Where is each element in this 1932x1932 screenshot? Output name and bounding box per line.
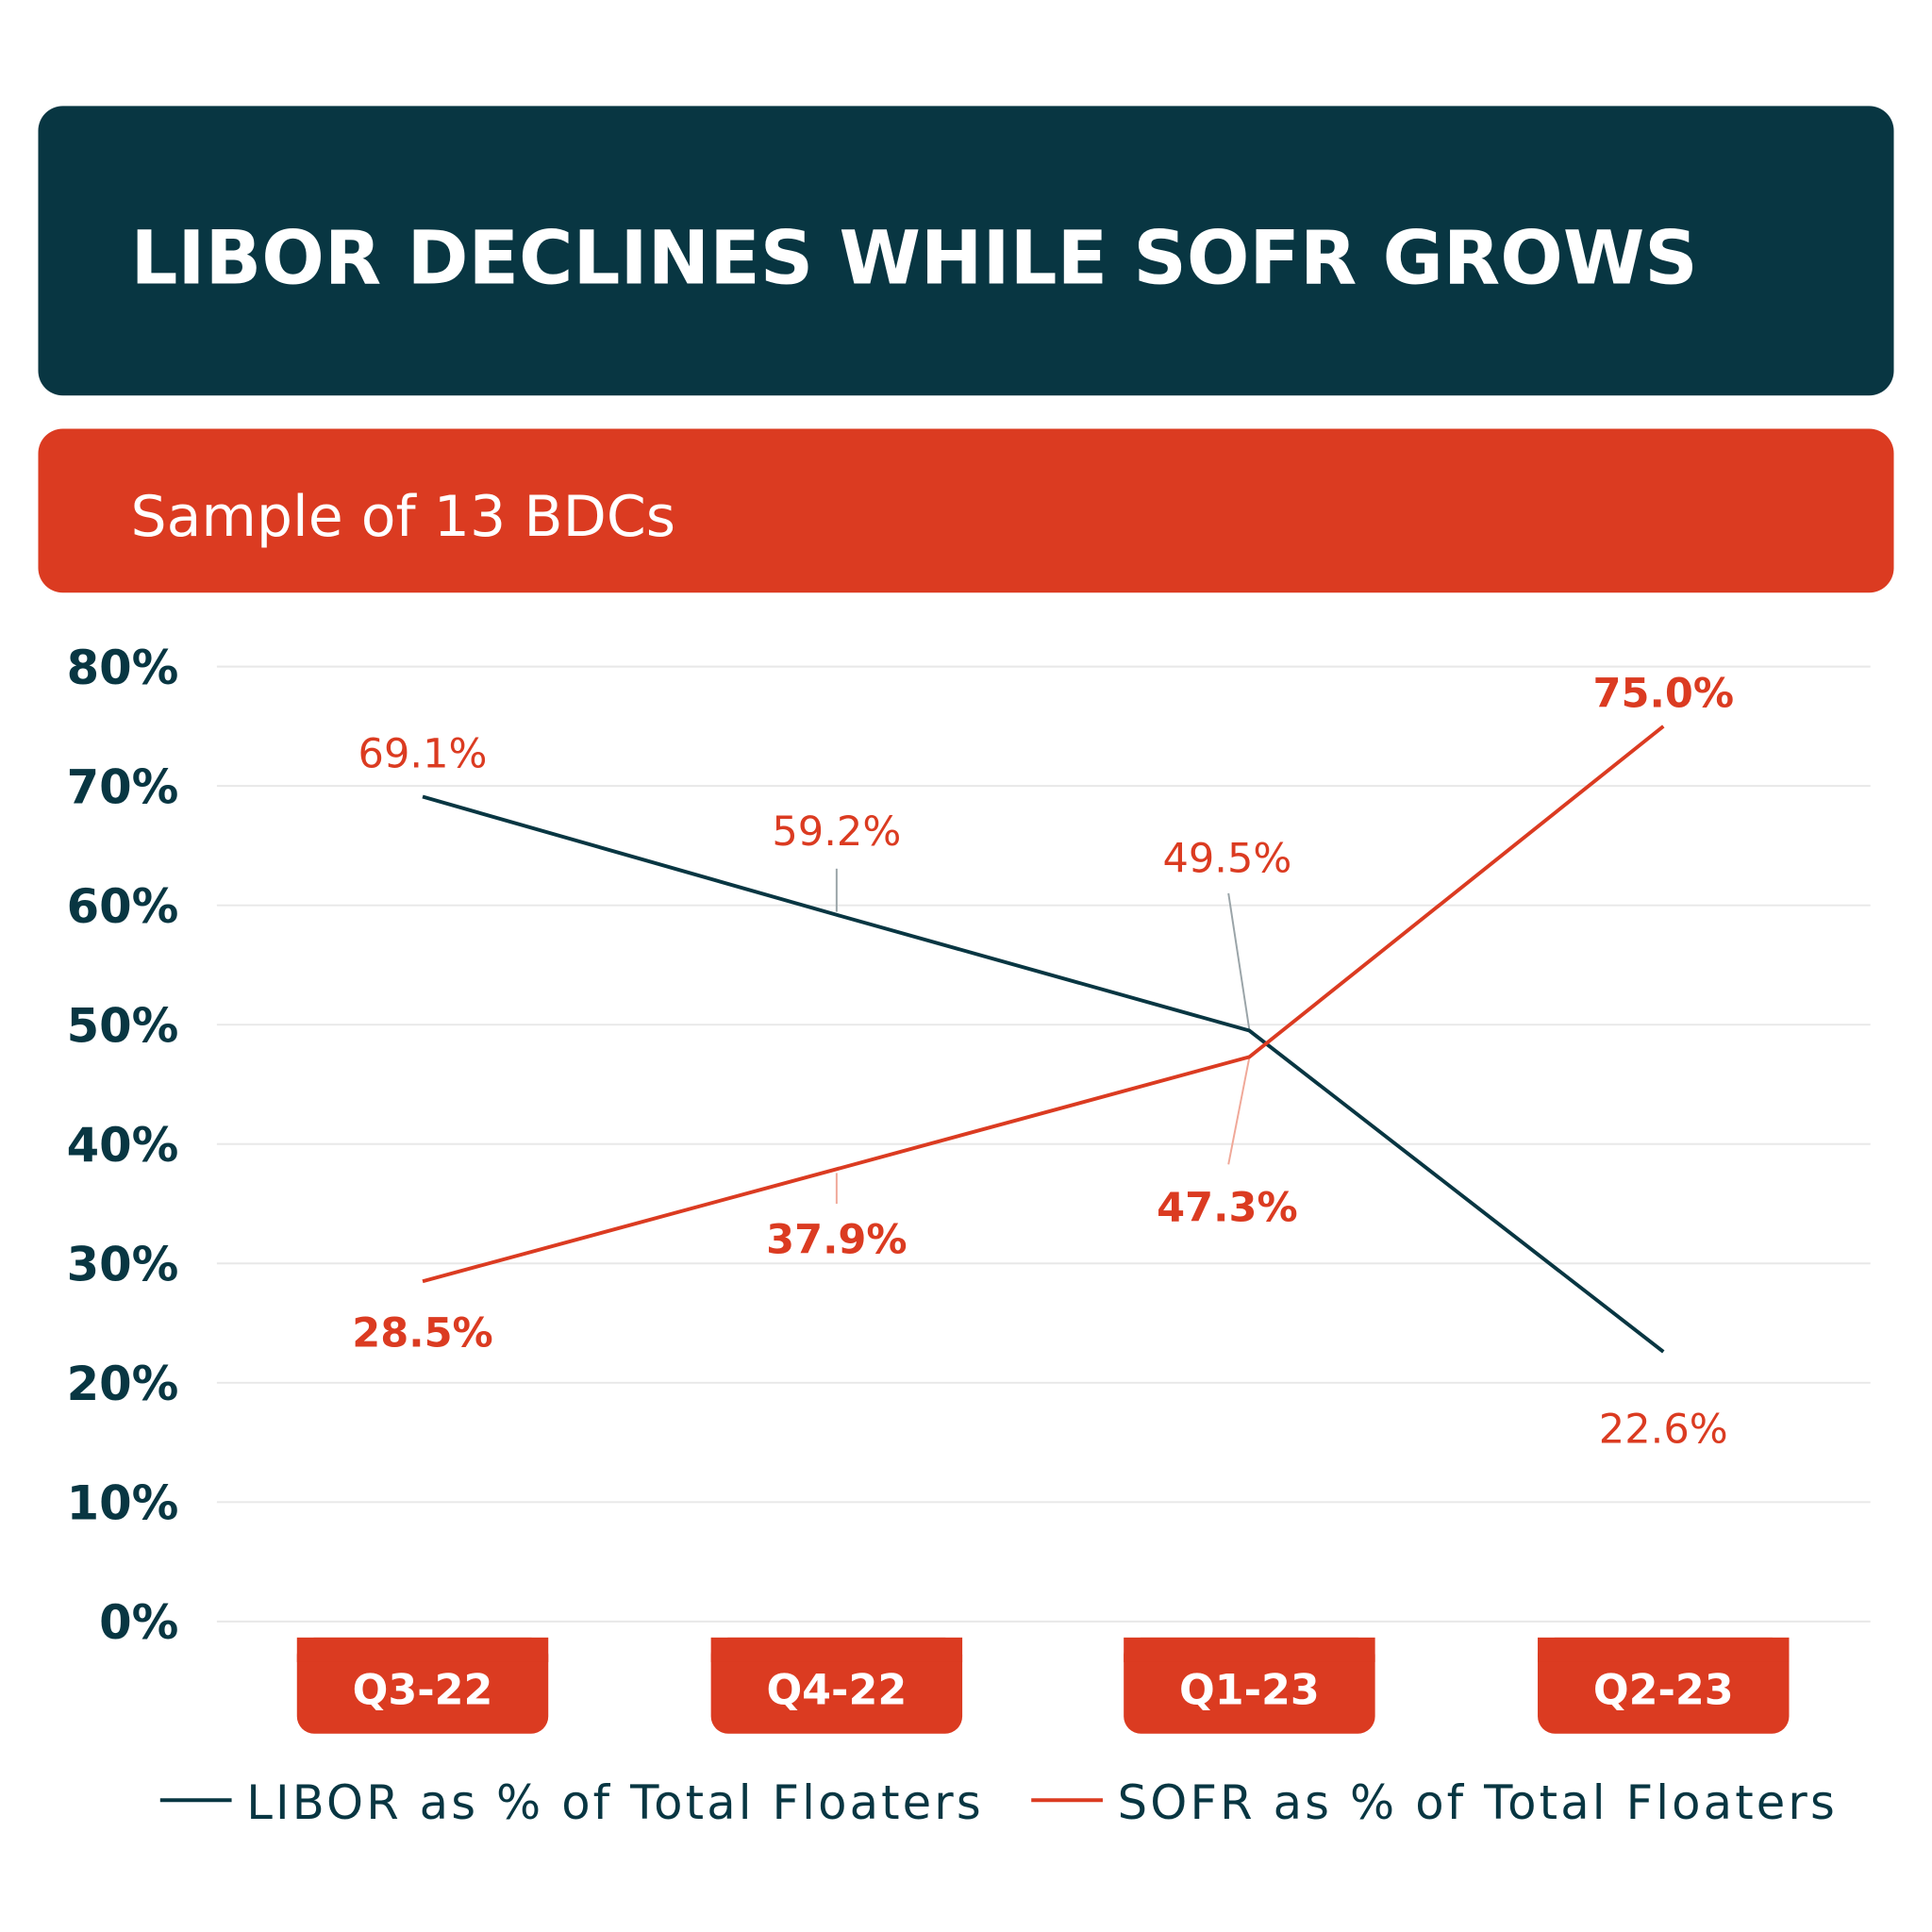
- sofr-line: [422, 724, 1665, 1284]
- legend-label: LIBOR as % of Total Floaters: [246, 1775, 980, 1830]
- x-tick-label: Q2-23: [1593, 1666, 1734, 1714]
- y-tick-label: 50%: [67, 998, 179, 1053]
- y-tick-label: 80%: [67, 641, 179, 695]
- sofr-data-label: 37.9%: [766, 1216, 908, 1263]
- sofr-data-label: 28.5%: [352, 1310, 493, 1357]
- category-badge-top: [710, 1637, 963, 1662]
- x-tick-label: Q1-23: [1179, 1666, 1320, 1714]
- sofr-data-label: 75.0%: [1593, 671, 1735, 718]
- chart-title: LIBOR DECLINES WHILE SOFR GROWS: [130, 215, 1697, 301]
- subtitle-banner: [38, 428, 1894, 593]
- y-tick-label: 40%: [67, 1118, 179, 1173]
- legend-label: SOFR as % of Total Floaters: [1118, 1775, 1835, 1830]
- libor-data-label: 49.5%: [1162, 836, 1291, 883]
- x-tick-label: Q3-22: [353, 1666, 493, 1714]
- libor-data-label: 59.2%: [772, 808, 901, 856]
- y-tick-label: 60%: [67, 879, 179, 934]
- y-tick-label: 0%: [99, 1595, 178, 1650]
- y-tick-label: 70%: [67, 759, 179, 814]
- y-tick-label: 20%: [67, 1357, 179, 1411]
- y-tick-label: 30%: [67, 1238, 179, 1292]
- libor-data-label: 69.1%: [358, 731, 488, 778]
- category-badge-top: [1124, 1637, 1375, 1662]
- x-tick-label: Q4-22: [766, 1666, 907, 1714]
- chart-subtitle: Sample of 13 BDCs: [130, 484, 675, 550]
- sofr-data-label: 47.3%: [1157, 1184, 1298, 1231]
- category-badge-top: [1538, 1637, 1790, 1662]
- y-tick-label: 10%: [67, 1476, 179, 1531]
- libor-line: [422, 794, 1665, 1354]
- leader-line: [1227, 892, 1251, 1031]
- header-banner: [38, 106, 1894, 396]
- leader-line: [1227, 1057, 1251, 1165]
- category-badge-top: [296, 1637, 549, 1662]
- libor-data-label: 22.6%: [1599, 1406, 1728, 1453]
